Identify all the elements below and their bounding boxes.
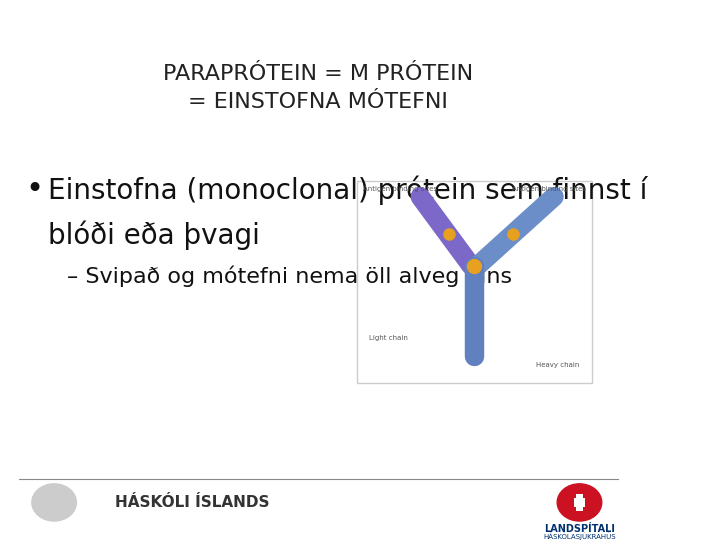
Text: Einstofna (monoclonal) prótein sem finnst í: Einstofna (monoclonal) prótein sem finns… <box>48 176 647 205</box>
Text: – Svipað og mótefni nema öll alveg eins: – Svipað og mótefni nema öll alveg eins <box>67 266 512 287</box>
Text: Heavy chain: Heavy chain <box>536 362 580 368</box>
FancyBboxPatch shape <box>356 181 593 383</box>
Text: Antigen binding sites: Antigen binding sites <box>512 186 586 192</box>
Circle shape <box>32 484 76 521</box>
FancyBboxPatch shape <box>575 494 583 511</box>
Text: LANDSPÍTALI: LANDSPÍTALI <box>544 524 615 534</box>
Circle shape <box>557 484 602 521</box>
Text: HÁSKÓLASJÚKRAHÚS: HÁSKÓLASJÚKRAHÚS <box>543 533 616 540</box>
Text: HÁSKÓLI ÍSLANDS: HÁSKÓLI ÍSLANDS <box>114 495 269 510</box>
FancyBboxPatch shape <box>574 498 585 507</box>
Text: •: • <box>25 176 44 205</box>
Text: Antigen binding sites: Antigen binding sites <box>363 186 437 192</box>
Text: blóði eða þvagi: blóði eða þvagi <box>48 221 260 250</box>
Text: PARAPRÓTEIN = M PRÓTEIN
= EINSTOFNA MÓTEFNI: PARAPRÓTEIN = M PRÓTEIN = EINSTOFNA MÓTE… <box>163 64 474 112</box>
Text: Light chain: Light chain <box>369 335 408 341</box>
